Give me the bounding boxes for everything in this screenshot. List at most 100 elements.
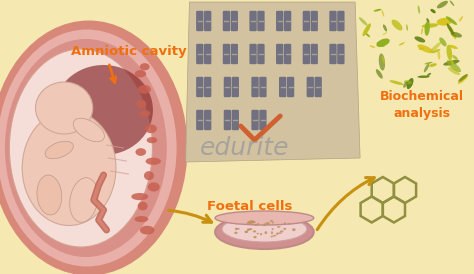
FancyBboxPatch shape xyxy=(232,77,239,97)
Ellipse shape xyxy=(437,18,452,25)
FancyBboxPatch shape xyxy=(232,110,239,130)
Ellipse shape xyxy=(439,38,447,46)
Ellipse shape xyxy=(424,64,429,72)
FancyBboxPatch shape xyxy=(287,77,294,97)
Ellipse shape xyxy=(144,171,154,180)
Ellipse shape xyxy=(432,49,440,53)
Ellipse shape xyxy=(425,21,430,36)
Ellipse shape xyxy=(140,226,155,235)
Ellipse shape xyxy=(264,231,267,234)
FancyBboxPatch shape xyxy=(257,44,264,64)
Ellipse shape xyxy=(448,67,460,75)
Ellipse shape xyxy=(260,233,262,235)
FancyBboxPatch shape xyxy=(257,11,264,31)
Ellipse shape xyxy=(0,30,177,267)
Ellipse shape xyxy=(271,231,273,234)
Ellipse shape xyxy=(140,63,150,70)
FancyBboxPatch shape xyxy=(276,11,283,31)
Ellipse shape xyxy=(135,70,146,78)
Ellipse shape xyxy=(272,228,273,230)
Ellipse shape xyxy=(139,110,150,117)
Ellipse shape xyxy=(438,50,440,59)
FancyBboxPatch shape xyxy=(196,11,203,31)
Ellipse shape xyxy=(250,220,253,222)
FancyBboxPatch shape xyxy=(337,11,345,31)
Ellipse shape xyxy=(392,19,402,30)
Ellipse shape xyxy=(422,23,438,28)
Ellipse shape xyxy=(376,69,383,79)
Ellipse shape xyxy=(263,225,265,226)
Ellipse shape xyxy=(382,56,385,64)
Polygon shape xyxy=(185,2,360,162)
Ellipse shape xyxy=(427,73,431,76)
Ellipse shape xyxy=(257,223,259,225)
Ellipse shape xyxy=(452,55,458,60)
Ellipse shape xyxy=(359,17,367,26)
Ellipse shape xyxy=(376,38,390,47)
FancyBboxPatch shape xyxy=(329,11,337,31)
Ellipse shape xyxy=(247,229,249,231)
Ellipse shape xyxy=(283,228,286,230)
FancyBboxPatch shape xyxy=(224,77,231,97)
Ellipse shape xyxy=(148,182,160,192)
Ellipse shape xyxy=(427,18,429,23)
Ellipse shape xyxy=(451,59,454,65)
Ellipse shape xyxy=(425,62,433,64)
Ellipse shape xyxy=(253,236,257,238)
FancyBboxPatch shape xyxy=(223,11,230,31)
FancyBboxPatch shape xyxy=(303,11,310,31)
FancyBboxPatch shape xyxy=(284,11,291,31)
FancyBboxPatch shape xyxy=(310,44,318,64)
Ellipse shape xyxy=(383,32,387,35)
Ellipse shape xyxy=(37,175,62,215)
Ellipse shape xyxy=(0,21,187,274)
Ellipse shape xyxy=(280,230,283,233)
Ellipse shape xyxy=(418,5,420,14)
FancyBboxPatch shape xyxy=(251,110,259,130)
FancyBboxPatch shape xyxy=(196,77,203,97)
Ellipse shape xyxy=(272,221,274,224)
Ellipse shape xyxy=(131,193,148,200)
Ellipse shape xyxy=(374,9,382,12)
Ellipse shape xyxy=(292,228,296,231)
Ellipse shape xyxy=(254,224,258,226)
Ellipse shape xyxy=(458,74,467,82)
Ellipse shape xyxy=(429,63,437,67)
Ellipse shape xyxy=(399,42,405,45)
Ellipse shape xyxy=(443,60,460,65)
Text: Amniotic cavity: Amniotic cavity xyxy=(71,45,187,59)
Ellipse shape xyxy=(447,45,452,60)
Text: Biochemical
analysis: Biochemical analysis xyxy=(380,90,464,119)
Ellipse shape xyxy=(249,221,252,223)
FancyBboxPatch shape xyxy=(307,77,314,97)
FancyBboxPatch shape xyxy=(249,44,257,64)
Ellipse shape xyxy=(447,23,454,34)
Ellipse shape xyxy=(248,228,252,230)
Ellipse shape xyxy=(251,221,255,224)
Ellipse shape xyxy=(449,45,458,49)
Ellipse shape xyxy=(379,53,385,71)
FancyBboxPatch shape xyxy=(223,44,230,64)
Ellipse shape xyxy=(256,233,259,235)
Ellipse shape xyxy=(137,202,148,210)
Ellipse shape xyxy=(430,9,436,13)
Ellipse shape xyxy=(234,232,237,234)
FancyBboxPatch shape xyxy=(279,77,286,97)
Text: Foetal cells: Foetal cells xyxy=(207,201,292,213)
Ellipse shape xyxy=(245,231,248,233)
Ellipse shape xyxy=(414,36,425,42)
Ellipse shape xyxy=(421,28,423,35)
Ellipse shape xyxy=(70,178,98,222)
FancyBboxPatch shape xyxy=(329,44,337,64)
FancyBboxPatch shape xyxy=(303,44,310,64)
FancyBboxPatch shape xyxy=(196,44,203,64)
Ellipse shape xyxy=(245,231,247,233)
Ellipse shape xyxy=(458,74,469,84)
Ellipse shape xyxy=(253,230,256,233)
Ellipse shape xyxy=(252,221,255,223)
FancyBboxPatch shape xyxy=(231,44,238,64)
Ellipse shape xyxy=(406,24,408,31)
Ellipse shape xyxy=(5,39,167,257)
Ellipse shape xyxy=(288,223,291,225)
Ellipse shape xyxy=(266,222,270,225)
